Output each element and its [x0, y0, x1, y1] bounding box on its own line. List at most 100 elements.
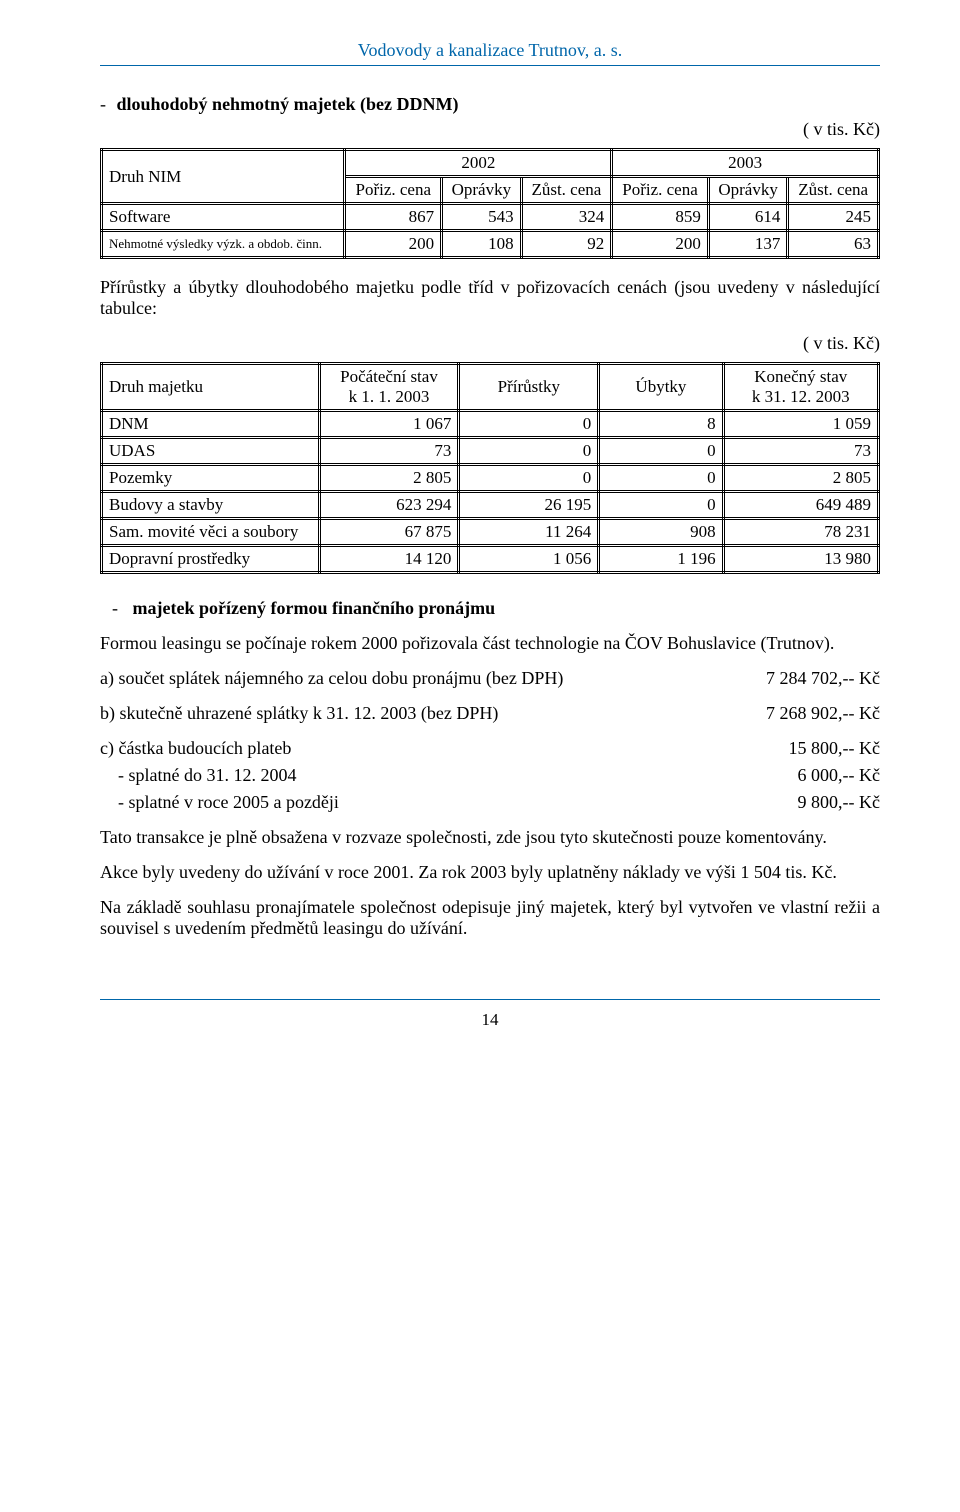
- table-cell: 73: [723, 438, 878, 465]
- dash-icon: -: [112, 598, 123, 618]
- table-header-cell: Druh NIM: [102, 150, 345, 204]
- table-cell: 908: [599, 519, 723, 546]
- page-header: Vodovody a kanalizace Trutnov, a. s.: [100, 40, 880, 61]
- table-cell: 26 195: [459, 492, 599, 519]
- table-cell: 200: [345, 231, 442, 258]
- footer-rule: [100, 999, 880, 1000]
- table-cell: 0: [599, 492, 723, 519]
- table-row: UDAS 73 0 0 73: [102, 438, 879, 465]
- unit-label-2: ( v tis. Kč): [100, 333, 880, 354]
- table-cell: 0: [459, 411, 599, 438]
- kv-value: 6 000,-- Kč: [778, 765, 880, 786]
- paragraph: Akce byly uvedeny do užívání v roce 2001…: [100, 862, 880, 883]
- table-nim: Druh NIM 2002 2003 Pořiz. cena Oprávky Z…: [100, 148, 880, 259]
- table-cell: Budovy a stavby: [102, 492, 320, 519]
- table-cell: 2 805: [723, 465, 878, 492]
- table-cell: 11 264: [459, 519, 599, 546]
- table-cell: 108: [442, 231, 522, 258]
- kv-value: 7 268 902,-- Kč: [746, 703, 880, 724]
- paragraph: Formou leasingu se počínaje rokem 2000 p…: [100, 633, 880, 654]
- table-header-cell: Počáteční stav k 1. 1. 2003: [319, 364, 459, 411]
- table-cell: 67 875: [319, 519, 459, 546]
- table-header-cell: Zůst. cena: [788, 177, 879, 204]
- table-row: Druh NIM 2002 2003: [102, 150, 879, 177]
- table-row: Budovy a stavby 623 294 26 195 0 649 489: [102, 492, 879, 519]
- table-header-cell: Druh majetku: [102, 364, 320, 411]
- document-page: Vodovody a kanalizace Trutnov, a. s. - d…: [0, 0, 960, 1070]
- table-cell: Dopravní prostředky: [102, 546, 320, 573]
- kv-label: - splatné v roce 2005 a později: [100, 792, 778, 813]
- table-header-cell: Pořiz. cena: [612, 177, 709, 204]
- table-row: DNM 1 067 0 8 1 059: [102, 411, 879, 438]
- kv-value: 9 800,-- Kč: [778, 792, 880, 813]
- paragraph: Tato transakce je plně obsažena v rozvaz…: [100, 827, 880, 848]
- kv-label: c) částka budoucích plateb: [100, 738, 769, 759]
- kv-row: - splatné do 31. 12. 2004 6 000,-- Kč: [100, 765, 880, 786]
- table-cell: 78 231: [723, 519, 878, 546]
- table-cell: 14 120: [319, 546, 459, 573]
- kv-value: 15 800,-- Kč: [769, 738, 880, 759]
- table-cell: 649 489: [723, 492, 878, 519]
- table-cell: 623 294: [319, 492, 459, 519]
- table-cell: 63: [788, 231, 879, 258]
- section-title-1: - dlouhodobý nehmotný majetek (bez DDNM): [100, 94, 880, 115]
- table-header-cell: Oprávky: [442, 177, 522, 204]
- table-cell: 8: [599, 411, 723, 438]
- section-title-2-text: majetek pořízený formou finančního proná…: [133, 598, 496, 618]
- kv-row: b) skutečně uhrazené splátky k 31. 12. 2…: [100, 703, 880, 724]
- table-cell: 0: [459, 465, 599, 492]
- table-row: Dopravní prostředky 14 120 1 056 1 196 1…: [102, 546, 879, 573]
- table-row: Software 867 543 324 859 614 245: [102, 204, 879, 231]
- table-cell: 92: [521, 231, 612, 258]
- table-row: Nehmotné výsledky výzk. a obdob. činn. 2…: [102, 231, 879, 258]
- table-cell: 859: [612, 204, 709, 231]
- section-title-2: - majetek pořízený formou finančního pro…: [130, 598, 880, 619]
- table-row: Sam. movité věci a soubory 67 875 11 264…: [102, 519, 879, 546]
- kv-label: b) skutečně uhrazené splátky k 31. 12. 2…: [100, 703, 746, 724]
- table-cell: 1 067: [319, 411, 459, 438]
- dash-icon: -: [100, 94, 111, 114]
- table-cell: 1 059: [723, 411, 878, 438]
- paragraph: Na základě souhlasu pronajímatele společ…: [100, 897, 880, 939]
- table-header-cell: Pořiz. cena: [345, 177, 442, 204]
- table-cell: 614: [708, 204, 788, 231]
- table-cell: UDAS: [102, 438, 320, 465]
- header-rule: [100, 65, 880, 66]
- table-cell: 0: [599, 438, 723, 465]
- table-cell: 2 805: [319, 465, 459, 492]
- unit-label-1: ( v tis. Kč): [100, 119, 880, 140]
- table-row: Druh majetku Počáteční stav k 1. 1. 2003…: [102, 364, 879, 411]
- table-cell: 0: [459, 438, 599, 465]
- table-cell: 1 196: [599, 546, 723, 573]
- section-title-1-text: dlouhodobý nehmotný majetek (bez DDNM): [117, 94, 459, 114]
- page-number: 14: [100, 1010, 880, 1030]
- table-cell: 200: [612, 231, 709, 258]
- table-header-cell: Konečný stav k 31. 12. 2003: [723, 364, 878, 411]
- table-header-cell: Úbytky: [599, 364, 723, 411]
- table-cell: 543: [442, 204, 522, 231]
- table-cell: Sam. movité věci a soubory: [102, 519, 320, 546]
- kv-label: - splatné do 31. 12. 2004: [100, 765, 778, 786]
- table-header-cell: Přírůstky: [459, 364, 599, 411]
- table-header-cell: Oprávky: [708, 177, 788, 204]
- table-cell: 867: [345, 204, 442, 231]
- table-header-cell: 2002: [345, 150, 612, 177]
- table-cell: 13 980: [723, 546, 878, 573]
- table-cell: DNM: [102, 411, 320, 438]
- table-cell: Pozemky: [102, 465, 320, 492]
- table-header-cell: 2003: [612, 150, 879, 177]
- table-row: Pozemky 2 805 0 0 2 805: [102, 465, 879, 492]
- table-cell: 0: [599, 465, 723, 492]
- paragraph: Přírůstky a úbytky dlouhodobého majetku …: [100, 277, 880, 319]
- kv-row: - splatné v roce 2005 a později 9 800,--…: [100, 792, 880, 813]
- table-cell: 245: [788, 204, 879, 231]
- kv-row: a) součet splátek nájemného za celou dob…: [100, 668, 880, 689]
- table-cell: Nehmotné výsledky výzk. a obdob. činn.: [102, 231, 345, 258]
- table-cell: 73: [319, 438, 459, 465]
- kv-value: 7 284 702,-- Kč: [746, 668, 880, 689]
- kv-row: c) částka budoucích plateb 15 800,-- Kč: [100, 738, 880, 759]
- table-cell: 1 056: [459, 546, 599, 573]
- table-cell: Software: [102, 204, 345, 231]
- table-majetek: Druh majetku Počáteční stav k 1. 1. 2003…: [100, 362, 880, 574]
- table-cell: 137: [708, 231, 788, 258]
